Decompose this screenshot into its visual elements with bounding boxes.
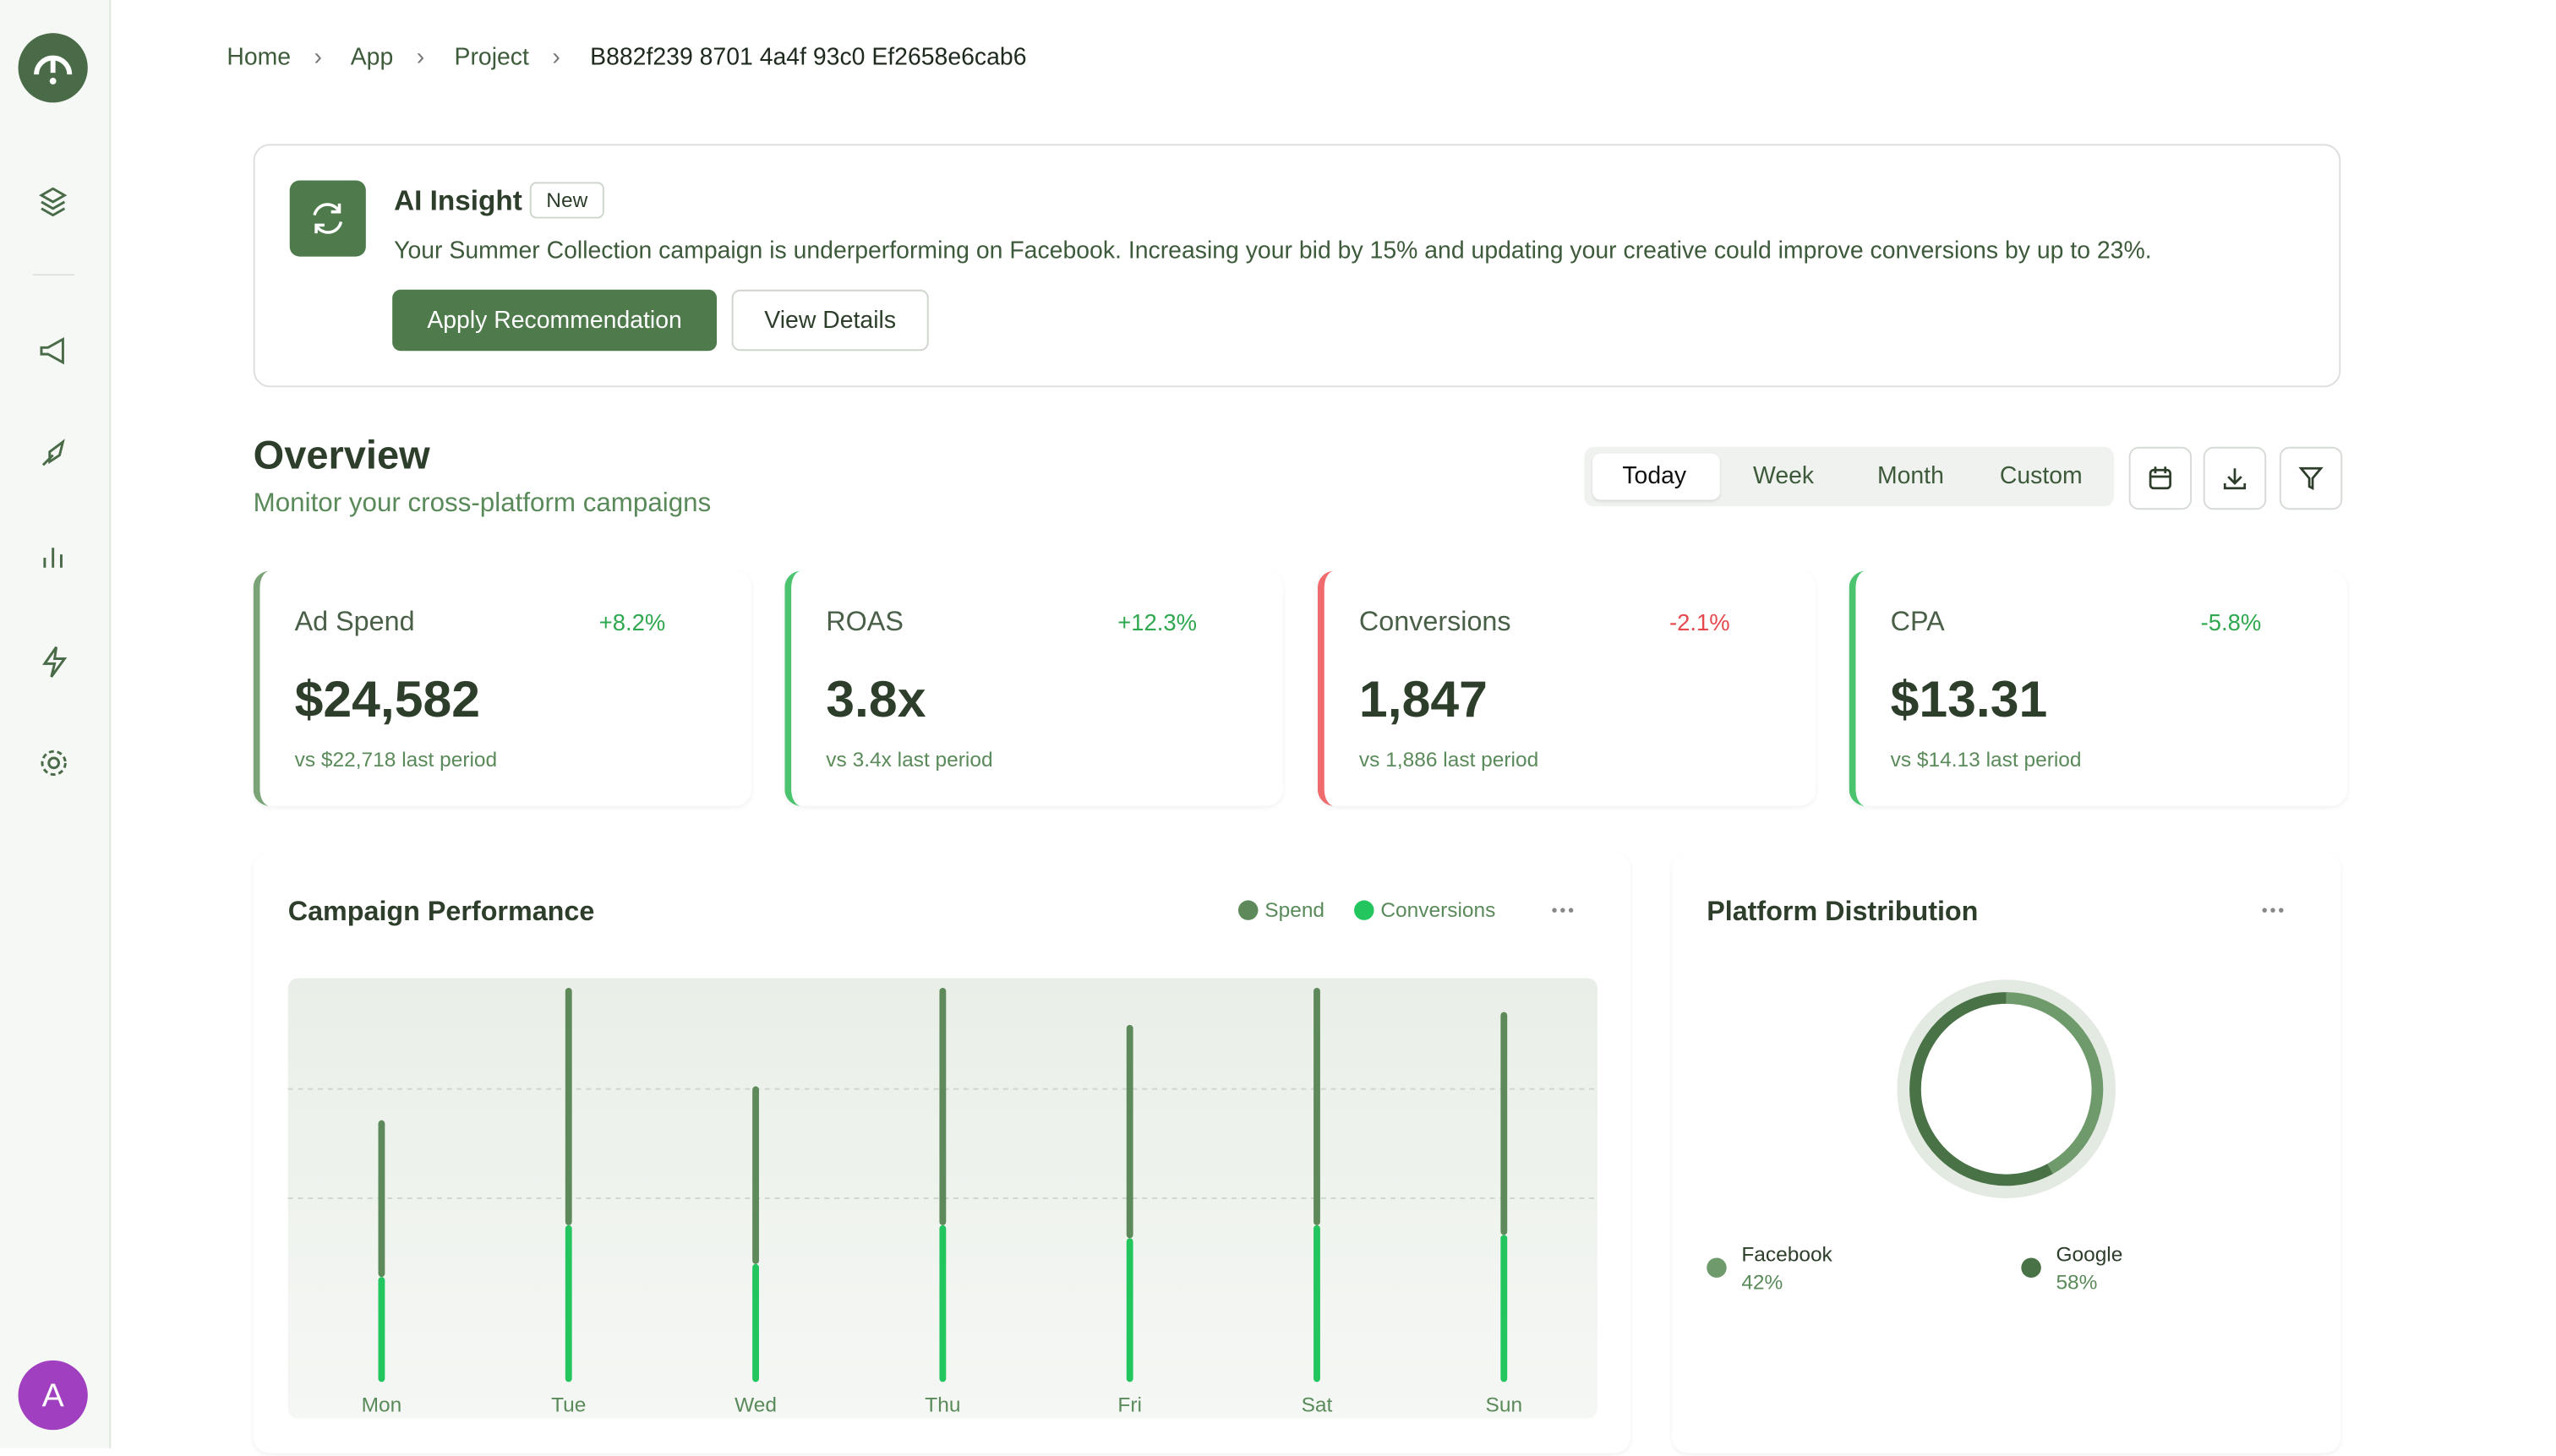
donut-segment <box>2006 992 2104 1175</box>
x-tick-label: Sat <box>1302 1394 1333 1417</box>
legend-label: Conversions <box>1380 899 1495 922</box>
legend-value: 42% <box>1741 1272 1783 1295</box>
bar-segment <box>1314 1224 1320 1382</box>
legend-label: Spend <box>1264 899 1324 922</box>
x-tick-label: Mon <box>362 1394 402 1417</box>
bar-segment <box>752 1086 759 1264</box>
kpi-compare: vs 1,886 last period <box>1358 748 1539 772</box>
kpi-label: Conversions <box>1358 607 1511 638</box>
breadcrumb: Home › App › Project › B882f239 8701 4a4f 9… <box>227 44 1027 72</box>
bar-segment <box>752 1263 759 1382</box>
kpi-compare: vs 3.4x last period <box>826 748 993 772</box>
bar-segment <box>565 1224 572 1382</box>
kpi-compare: vs $14.13 last period <box>1890 748 2082 772</box>
x-tick-label: Thu <box>925 1394 960 1417</box>
bar-segment <box>1500 1235 1508 1382</box>
bar-segment <box>939 987 947 1225</box>
crumb-current: B882f239 8701 4a4f 93c0 Ef2658e6cab6 <box>590 44 1027 72</box>
insight-icon <box>289 180 366 257</box>
bar-segment <box>378 1277 385 1382</box>
bar-segment <box>1126 1024 1133 1239</box>
crumb[interactable]: Project <box>454 44 529 72</box>
x-tick-label: Tue <box>551 1394 586 1417</box>
legend-dot <box>1707 1257 1727 1278</box>
sidebar: A <box>0 0 112 1448</box>
download-button[interactable] <box>2203 446 2267 510</box>
x-tick-label: Sun <box>1486 1394 1523 1417</box>
legend-value: 58% <box>2056 1272 2097 1295</box>
period-tabs: Today Week Month Custom <box>1584 446 2115 507</box>
sidebar-icons: A <box>18 33 88 1431</box>
kpi-label: ROAS <box>826 607 904 638</box>
bar-segment <box>939 1224 947 1382</box>
kpi-value: 1,847 <box>1358 670 1488 728</box>
donut-segment <box>1909 992 2053 1186</box>
kpi-change: -2.1% <box>1668 608 1730 636</box>
details-button[interactable]: View Details <box>731 289 929 352</box>
kpi-change: +8.2% <box>598 608 666 636</box>
bar-segment <box>378 1120 385 1278</box>
crumb[interactable]: Home <box>227 44 292 72</box>
legend-label: Google <box>2056 1243 2122 1266</box>
legend-label: Facebook <box>1741 1243 1832 1266</box>
kpi-value: 3.8x <box>826 670 926 728</box>
bar-segment <box>565 987 572 1225</box>
kpi-card: ROAS +12.3% 3.8x vs 3.4x last period <box>784 570 1283 806</box>
apply-button[interactable]: Apply Recommendation <box>392 289 718 352</box>
bar-segment <box>1500 1012 1508 1235</box>
kpi-compare: vs $22,718 last period <box>294 748 498 772</box>
legend-dot <box>1237 900 1259 920</box>
tab[interactable]: Today <box>1622 463 1687 490</box>
legend-dot <box>1354 900 1374 920</box>
kpi-card: Ad Spend +8.2% $24,582 vs $22,718 last p… <box>253 570 752 806</box>
kpi-value: $24,582 <box>294 670 481 728</box>
overview-subtitle: Monitor your cross-platform campaigns <box>253 489 712 519</box>
kpi-card: Conversions -2.1% 1,847 vs 1,886 last pe… <box>1317 570 1816 806</box>
x-tick-label: Wed <box>735 1394 777 1417</box>
crumb[interactable]: App <box>350 44 394 72</box>
calendar-button[interactable] <box>2128 446 2193 510</box>
kpi-change: -5.8% <box>2200 608 2262 636</box>
badge: New <box>529 182 604 219</box>
x-tick-label: Fri <box>1117 1394 1142 1417</box>
chart-title: Platform Distribution <box>1707 896 1978 926</box>
tab[interactable]: Custom <box>1999 463 2083 490</box>
kpi-label: Ad Spend <box>294 607 415 638</box>
legend-dot <box>2021 1257 2041 1278</box>
bar-segment <box>1314 987 1320 1225</box>
insight-title: AI Insight <box>394 185 522 217</box>
chart-title: Campaign Performance <box>288 896 595 926</box>
kpi-card: CPA -5.8% $13.31 vs $14.13 last period <box>1849 570 2348 806</box>
bar-segment <box>1126 1238 1133 1382</box>
overview-title: Overview <box>253 434 430 479</box>
kpi-label: CPA <box>1890 607 1945 638</box>
kpi-value: $13.31 <box>1890 670 2048 728</box>
insight-card: AI Insight New Your Summer Collection ca… <box>253 144 2341 388</box>
kpi-change: +12.3% <box>1117 608 1197 636</box>
avatar[interactable]: A <box>42 1378 65 1415</box>
insight-text: Your Summer Collection campaign is under… <box>394 238 2152 265</box>
tab[interactable]: Month <box>1876 463 1944 490</box>
filter-button[interactable] <box>2279 446 2343 510</box>
distribution-card <box>1672 852 2341 1453</box>
tab[interactable]: Week <box>1753 463 1815 490</box>
